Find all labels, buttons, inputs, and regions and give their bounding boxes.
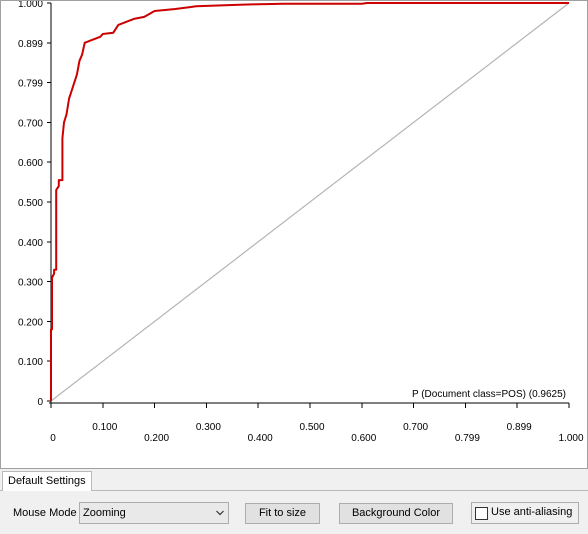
anti-aliasing-option[interactable]: Use anti-aliasing — [471, 502, 579, 524]
y-tick-label: 0.799 — [18, 79, 43, 90]
y-tick-label: 0.700 — [18, 118, 43, 129]
settings-area: Default Settings Mouse Mode Zooming Fit … — [0, 469, 588, 534]
roc-curve — [50, 2, 569, 401]
x-tick-label: 0.200 — [144, 433, 169, 444]
x-tick-label: 0.400 — [248, 433, 273, 444]
mouse-mode-label: Mouse Mode — [13, 507, 77, 519]
x-tick-label: 0 — [50, 433, 56, 444]
y-tick-label: 0.500 — [18, 198, 43, 209]
y-tick-label: 0.600 — [18, 158, 43, 169]
y-tick-label: 1.000 — [18, 1, 43, 10]
y-tick-label: 0.100 — [18, 357, 43, 368]
fit-to-size-label: Fit to size — [258, 507, 307, 519]
y-tick-label: 0.300 — [18, 278, 43, 289]
chart-panel[interactable]: 0 0.100 0.200 0.300 0.400 0.500 0.600 0.700 0.79… — [0, 0, 588, 469]
tab-default-settings-label: Default Settings — [8, 475, 86, 487]
chevron-down-icon — [216, 510, 224, 516]
x-tick-label: 0.500 — [299, 422, 324, 433]
y-tick-label: 0 — [37, 397, 43, 408]
y-tick-label: 0.200 — [18, 317, 43, 328]
settings-panel: Mouse Mode Zooming Fit to size Backgroun… — [0, 490, 588, 534]
background-color-button[interactable]: Background Color — [339, 503, 453, 524]
tab-default-settings[interactable]: Default Settings — [2, 471, 92, 491]
x-tick-label: 0.600 — [351, 433, 376, 444]
anti-aliasing-checkbox[interactable] — [475, 507, 488, 520]
background-color-label: Background Color — [351, 507, 441, 519]
x-tick-label: 0.300 — [196, 422, 221, 433]
fit-to-size-button[interactable]: Fit to size — [245, 503, 320, 524]
series-layer — [50, 2, 570, 402]
x-axis-ticks: 0 0.100 0.200 0.300 0.400 0.500 0.600 0.700 0.79… — [50, 403, 584, 444]
mouse-mode-value: Zooming — [83, 507, 126, 519]
x-tick-label: 1.000 — [558, 433, 583, 444]
x-tick-label: 0.700 — [403, 422, 428, 433]
anti-aliasing-label: Use anti-aliasing — [491, 506, 573, 518]
y-tick-label: 0.899 — [18, 39, 43, 50]
y-axis-ticks: 0 0.100 0.200 0.300 0.400 0.500 0.600 0.700 0.79… — [18, 1, 51, 408]
x-tick-label: 0.899 — [507, 422, 532, 433]
x-tick-label: 0.799 — [455, 433, 480, 444]
diagonal-reference-line — [50, 2, 570, 402]
y-tick-label: 0.400 — [18, 238, 43, 249]
x-tick-label: 0.100 — [92, 422, 117, 433]
legend-entry: P (Document class=POS) (0.9625) — [412, 389, 566, 400]
legend: P (Document class=POS) (0.9625) — [412, 389, 566, 400]
mouse-mode-select[interactable]: Zooming — [79, 502, 229, 524]
roc-chart[interactable]: 0 0.100 0.200 0.300 0.400 0.500 0.600 0.700 0.79… — [1, 1, 587, 468]
